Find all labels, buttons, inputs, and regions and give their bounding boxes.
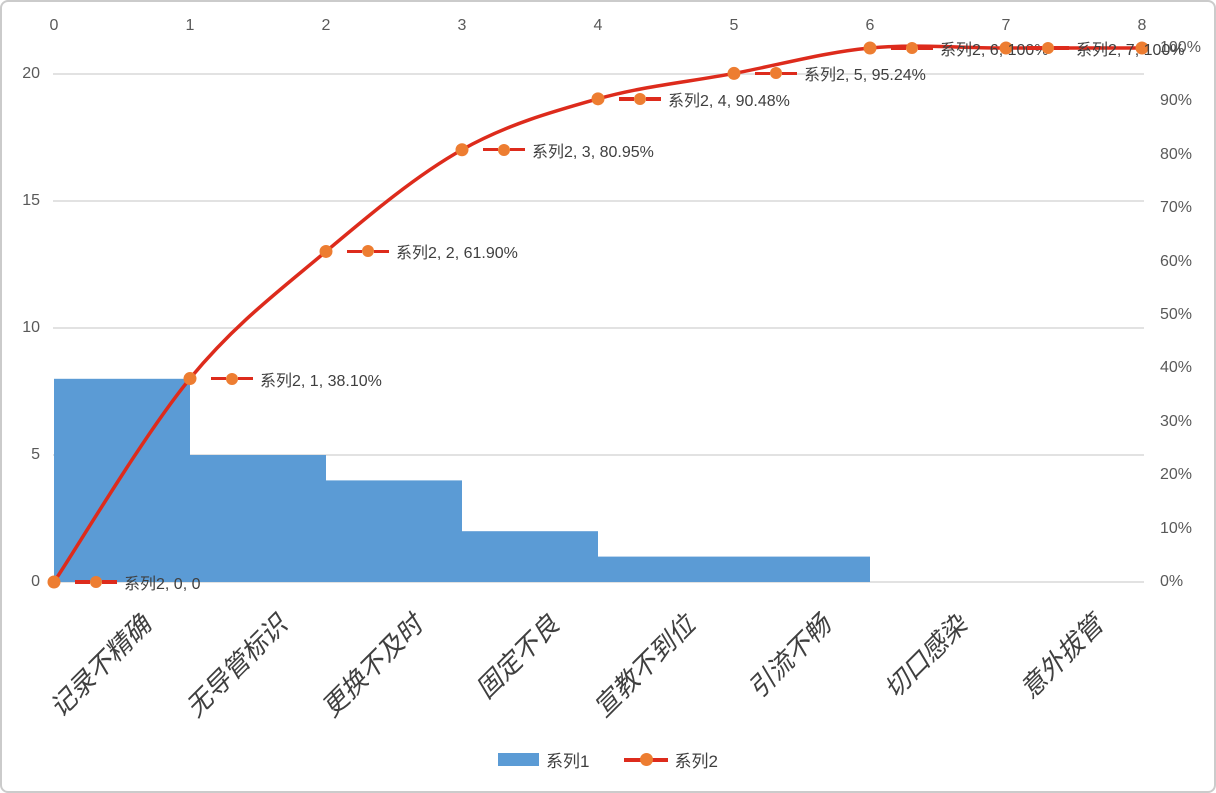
- left-axis-tick-10: 10: [22, 319, 40, 336]
- label-key-line-icon: [782, 71, 797, 76]
- top-axis-tick-4: 4: [593, 17, 603, 34]
- label-key-marker-icon: [226, 372, 238, 385]
- label-key-line-icon: [755, 71, 770, 76]
- line-marker-3[interactable]: [455, 143, 469, 157]
- line-marker-1[interactable]: [183, 372, 197, 386]
- label-key-line-icon: [75, 580, 90, 584]
- right-axis-tick-80%: 80%: [1160, 145, 1193, 163]
- right-axis-tick-20%: 20%: [1160, 466, 1193, 484]
- label-key-line-icon: [510, 147, 525, 152]
- right-axis-tick-90%: 90%: [1160, 92, 1193, 110]
- legend-label-series1: 系列1: [546, 752, 590, 771]
- label-key-line-icon: [891, 46, 906, 50]
- line-marker-2[interactable]: [319, 244, 333, 258]
- right-axis-tick-50%: 50%: [1160, 306, 1193, 323]
- line-marker-6[interactable]: [863, 41, 877, 55]
- data-label-text: 系列2, 0, 0: [124, 576, 201, 593]
- data-label-text: 系列2, 3, 80.95%: [532, 143, 654, 161]
- data-label-4[interactable]: 系列2, 4, 90.48%: [619, 88, 790, 110]
- bar-宣教不到位[interactable]: [598, 556, 734, 582]
- top-axis-tick-6: 6: [865, 17, 875, 34]
- label-key-marker-icon: [90, 576, 102, 588]
- right-axis-tick-0%: 0%: [1160, 573, 1184, 590]
- label-key-marker-icon: [906, 42, 918, 54]
- legend-item-series2[interactable]: 系列2: [623, 747, 718, 772]
- legend-item-series1[interactable]: 系列1: [498, 747, 590, 772]
- bar-无导管标识[interactable]: [190, 455, 326, 582]
- data-label-3[interactable]: 系列2, 3, 80.95%: [483, 139, 654, 161]
- legend: 系列1 系列2: [2, 747, 1214, 772]
- data-label-text: 系列2, 1, 38.10%: [260, 372, 382, 390]
- top-axis-tick-5: 5: [729, 17, 739, 34]
- right-axis-tick-60%: 60%: [1160, 252, 1193, 270]
- data-label-text: 系列2, 5, 95.24%: [804, 67, 926, 85]
- label-key-line-icon: [238, 376, 253, 381]
- label-key-marker-icon: [1042, 42, 1054, 54]
- data-label-7[interactable]: 系列2, 7, 100%: [1027, 37, 1185, 59]
- data-label-5[interactable]: 系列2, 5, 95.24%: [755, 62, 926, 84]
- cumulative-line[interactable]: [52, 44, 1142, 583]
- label-key-marker-icon: [634, 92, 646, 105]
- top-axis-tick-0: 0: [49, 17, 59, 34]
- label-key-line-icon: [1054, 46, 1069, 50]
- label-key-line-icon: [918, 46, 933, 50]
- top-axis-tick-7: 7: [1001, 17, 1011, 34]
- bar-固定不良[interactable]: [462, 531, 598, 582]
- right-axis-tick-100%: 100%: [1160, 39, 1201, 56]
- label-key-line-icon: [619, 97, 634, 101]
- right-axis-tick-10%: 10%: [1160, 519, 1193, 537]
- top-axis-tick-2: 2: [321, 17, 331, 34]
- data-label-6[interactable]: 系列2, 6, 100%: [891, 37, 1049, 59]
- data-label-text: 系列2, 2, 61.90%: [396, 245, 518, 263]
- bar-引流不畅[interactable]: [734, 556, 870, 582]
- label-key-line-icon: [102, 580, 117, 584]
- top-axis-tick-3: 3: [457, 17, 467, 34]
- label-key-marker-icon: [498, 143, 510, 156]
- label-key-line-icon: [347, 249, 362, 254]
- label-key-marker-icon: [362, 245, 374, 258]
- right-axis-tick-70%: 70%: [1160, 199, 1193, 217]
- left-axis-tick-20: 20: [22, 65, 40, 82]
- line-marker-5[interactable]: [727, 66, 741, 80]
- line-marker-4[interactable]: [591, 92, 605, 106]
- label-key-line-icon: [646, 97, 661, 101]
- line-marker-8[interactable]: [1135, 41, 1149, 55]
- right-axis-tick-40%: 40%: [1160, 359, 1193, 377]
- left-axis-tick-15: 15: [22, 192, 40, 209]
- data-label-text: 系列2, 6, 100%: [940, 42, 1049, 59]
- label-key-line-icon: [211, 376, 226, 381]
- left-axis-tick-0: 0: [31, 573, 40, 590]
- bar-更换不及时[interactable]: [326, 480, 462, 582]
- data-label-1[interactable]: 系列2, 1, 38.10%: [211, 368, 382, 390]
- right-axis-tick-30%: 30%: [1160, 412, 1193, 430]
- series2-line-marker-icon: [623, 753, 668, 766]
- series1-bar-swatch-icon: [498, 753, 540, 766]
- label-key-line-icon: [374, 249, 389, 254]
- data-label-text: 系列2, 7, 100%: [1076, 42, 1185, 59]
- data-label-2[interactable]: 系列2, 2, 61.90%: [347, 240, 518, 262]
- label-key-marker-icon: [770, 67, 782, 80]
- label-key-line-icon: [483, 147, 498, 152]
- label-key-line-icon: [1027, 46, 1042, 50]
- line-marker-7[interactable]: [999, 41, 1013, 55]
- data-label-text: 系列2, 4, 90.48%: [668, 92, 790, 110]
- data-label-0[interactable]: 系列2, 0, 0: [75, 571, 200, 593]
- left-axis-tick-5: 5: [31, 446, 40, 463]
- legend-label-series2: 系列2: [674, 752, 718, 771]
- top-axis-tick-1: 1: [185, 17, 195, 34]
- top-axis-tick-8: 8: [1137, 17, 1147, 34]
- line-marker-0[interactable]: [47, 575, 61, 589]
